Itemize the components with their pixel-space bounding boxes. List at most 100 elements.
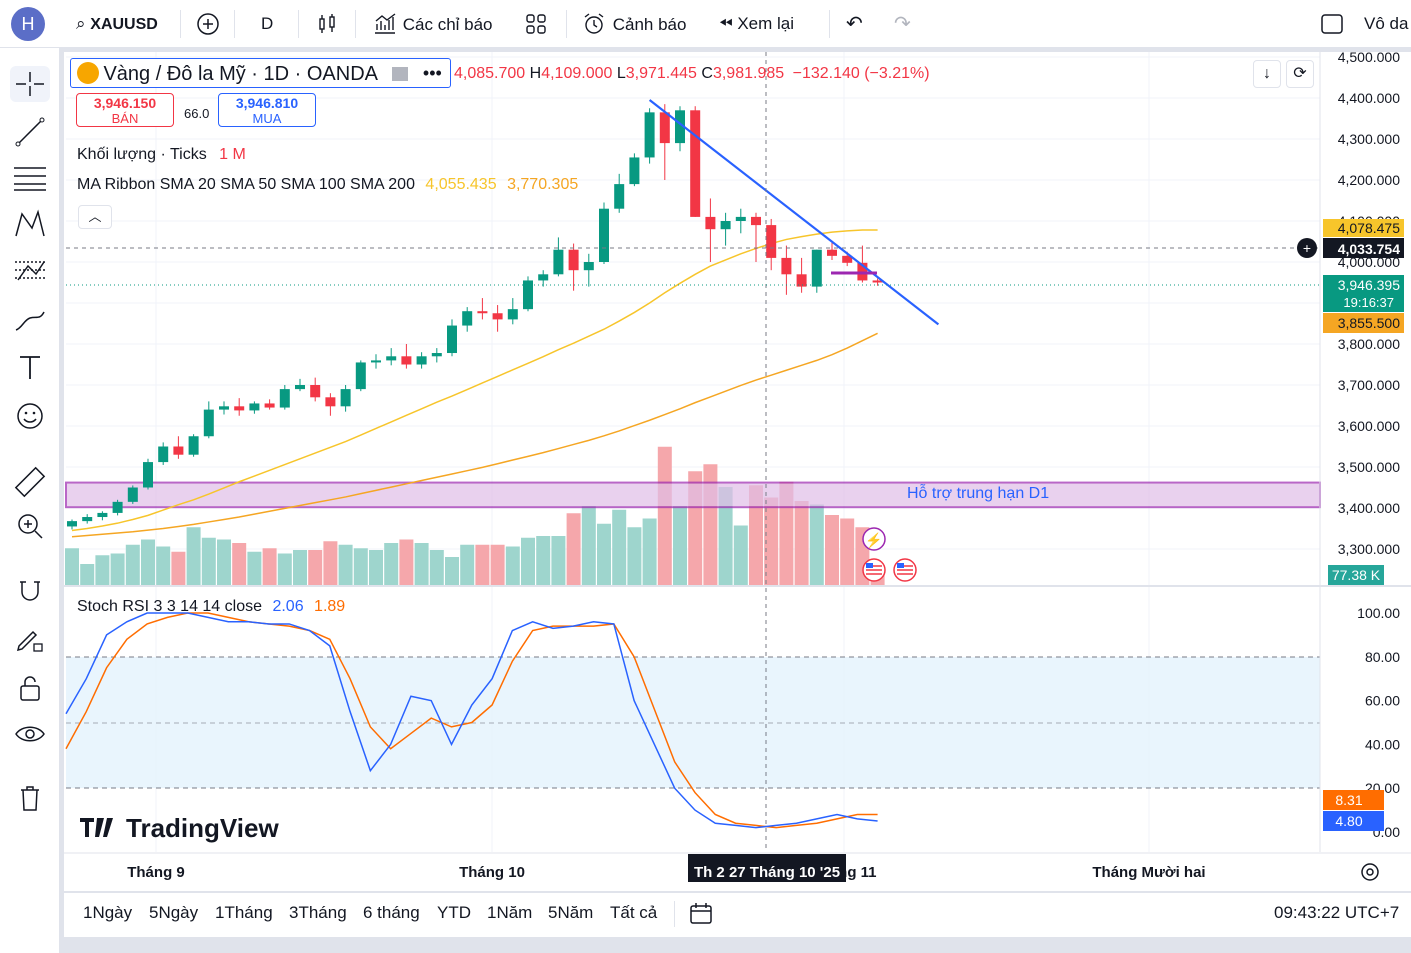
brush-tool[interactable] bbox=[10, 300, 50, 336]
candle[interactable] bbox=[310, 385, 321, 398]
candle[interactable] bbox=[295, 385, 305, 390]
alerts-button[interactable]: Cảnh báo bbox=[582, 12, 686, 36]
candle[interactable] bbox=[827, 249, 837, 256]
candle[interactable] bbox=[67, 521, 77, 527]
candle[interactable] bbox=[477, 311, 488, 314]
candle[interactable] bbox=[340, 389, 351, 407]
candle[interactable] bbox=[203, 409, 214, 437]
candle[interactable] bbox=[492, 313, 503, 320]
emoji-tool[interactable] bbox=[10, 398, 50, 434]
candle[interactable] bbox=[219, 406, 229, 410]
trendline-tool[interactable] bbox=[10, 114, 50, 150]
candle[interactable] bbox=[447, 325, 457, 354]
candle[interactable] bbox=[872, 280, 883, 283]
ma-ribbon-legend[interactable]: MA Ribbon SMA 20 SMA 50 SMA 100 SMA 200 … bbox=[77, 176, 578, 194]
sell-button[interactable]: 3,946.150 BÁN bbox=[76, 93, 174, 127]
candle[interactable] bbox=[249, 403, 260, 411]
candle[interactable] bbox=[614, 184, 625, 209]
candle[interactable] bbox=[644, 112, 655, 158]
fib-tool[interactable] bbox=[10, 160, 50, 196]
candle[interactable] bbox=[401, 356, 412, 365]
range-1y[interactable]: 1Năm bbox=[487, 903, 533, 922]
candle[interactable] bbox=[188, 436, 199, 455]
crosshair-tool[interactable] bbox=[10, 66, 50, 102]
stoch-legend[interactable]: Stoch RSI 3 3 14 14 close 2.06 1.89 bbox=[77, 598, 345, 616]
candle[interactable] bbox=[82, 517, 93, 522]
measure-tool[interactable] bbox=[10, 464, 50, 500]
reset-chart-button[interactable]: ⟳ bbox=[1286, 60, 1314, 88]
sma-slow-line[interactable] bbox=[71, 332, 878, 538]
support-zone[interactable] bbox=[65, 481, 1321, 509]
candle[interactable] bbox=[143, 462, 153, 488]
hide-tool[interactable] bbox=[10, 716, 50, 752]
candle[interactable] bbox=[416, 356, 427, 365]
stoch-d-line[interactable] bbox=[65, 612, 878, 829]
candle[interactable] bbox=[538, 274, 549, 281]
candle[interactable] bbox=[523, 280, 533, 310]
pattern-tool[interactable] bbox=[10, 206, 50, 242]
replay-button[interactable]: ⏪︎ Xem lại bbox=[719, 12, 794, 36]
candle[interactable] bbox=[751, 216, 761, 226]
range-all[interactable]: Tất cả bbox=[610, 903, 658, 922]
interval-button[interactable]: D bbox=[261, 14, 274, 33]
range-1d[interactable]: 1Ngày bbox=[83, 903, 133, 922]
lock-tool[interactable] bbox=[10, 670, 50, 706]
redo-button[interactable]: ↷ bbox=[894, 12, 911, 36]
chart-pane[interactable]: Hỗ trợ trung hạn D1 ⚡ 4,500.000 4,400.000… bbox=[64, 52, 1411, 891]
layouts-button[interactable] bbox=[524, 12, 548, 36]
candle[interactable] bbox=[781, 257, 792, 275]
symbol-legend-box[interactable]: Vàng / Đô la Mỹ · 1D · OANDA ••• bbox=[70, 58, 451, 88]
stoch-k-line[interactable] bbox=[65, 612, 878, 829]
candle[interactable] bbox=[462, 311, 473, 326]
bookmark-icon[interactable] bbox=[392, 67, 409, 81]
compare-button[interactable] bbox=[196, 12, 220, 36]
candle[interactable] bbox=[766, 225, 777, 258]
undo-button[interactable]: ↶ bbox=[846, 12, 863, 36]
candle[interactable] bbox=[97, 512, 108, 518]
collapse-legend-button[interactable]: ︿ bbox=[78, 205, 112, 229]
symbol-search-button[interactable]: ⌕ XAUUSD bbox=[76, 12, 158, 36]
zoom-tool[interactable] bbox=[10, 508, 50, 544]
range-6m[interactable]: 6 tháng bbox=[363, 903, 420, 922]
scroll-down-button[interactable]: ↓ bbox=[1253, 60, 1281, 88]
candle[interactable] bbox=[568, 249, 579, 271]
clock-timezone[interactable]: 09:43:22 UTC+7 bbox=[1274, 903, 1400, 922]
price-chart[interactable]: Hỗ trợ trung hạn D1 ⚡ 4,500.000 4,400.000… bbox=[64, 52, 1411, 891]
sma-fast-line[interactable] bbox=[71, 229, 878, 532]
event-lightning-icon[interactable] bbox=[862, 527, 886, 551]
candle[interactable] bbox=[234, 406, 245, 411]
candle[interactable] bbox=[507, 309, 518, 320]
text-tool[interactable] bbox=[10, 350, 50, 386]
candle[interactable] bbox=[690, 110, 701, 217]
range-3m[interactable]: 3Tháng bbox=[289, 903, 347, 922]
volume-legend[interactable]: Khối lượng · Ticks 1 M bbox=[77, 146, 246, 164]
range-ytd[interactable]: YTD bbox=[437, 903, 471, 922]
candle[interactable] bbox=[553, 249, 564, 275]
candle[interactable] bbox=[127, 487, 138, 502]
candle[interactable] bbox=[796, 274, 807, 287]
candle[interactable] bbox=[735, 216, 746, 221]
fullscreen-button[interactable] bbox=[1320, 12, 1344, 36]
more-icon[interactable]: ••• bbox=[422, 63, 442, 83]
trendline[interactable] bbox=[648, 99, 940, 326]
range-1m[interactable]: 1Tháng bbox=[215, 903, 273, 922]
candle[interactable] bbox=[355, 362, 366, 390]
candle[interactable] bbox=[629, 157, 640, 185]
range-5d[interactable]: 5Ngày bbox=[149, 903, 199, 922]
add-alert-icon[interactable] bbox=[1297, 238, 1317, 258]
goto-date-button[interactable] bbox=[688, 901, 714, 932]
candle[interactable] bbox=[583, 262, 594, 271]
right-menu-button[interactable]: Vô da bbox=[1364, 14, 1409, 33]
chart-type-button[interactable] bbox=[315, 12, 339, 36]
candle[interactable] bbox=[158, 446, 169, 463]
candle[interactable] bbox=[371, 360, 381, 363]
candle[interactable] bbox=[842, 255, 853, 263]
indicators-button[interactable]: Các chỉ báo bbox=[372, 12, 493, 36]
remove-tool[interactable] bbox=[10, 780, 50, 816]
candle[interactable] bbox=[705, 216, 716, 230]
candle[interactable] bbox=[264, 403, 275, 408]
candle[interactable] bbox=[811, 249, 822, 287]
candle[interactable] bbox=[325, 397, 336, 407]
user-avatar[interactable]: H bbox=[11, 7, 45, 41]
candle[interactable] bbox=[112, 501, 123, 513]
